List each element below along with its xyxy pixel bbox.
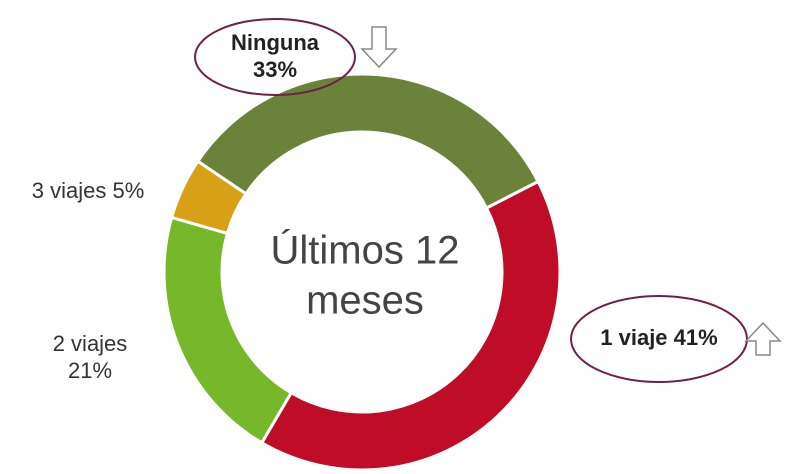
value-label: 21% [68, 358, 112, 383]
value-label: 33% [253, 57, 297, 82]
segment-label: 3 viajes 5% [32, 178, 145, 203]
donut-segment [259, 179, 562, 472]
category-label: 3 viajes [32, 178, 107, 203]
segment-label: 1 viaje 41% [600, 325, 717, 350]
center-label: Últimos 12 [271, 228, 460, 273]
down-arrow [360, 26, 398, 69]
donut-segment [195, 72, 541, 211]
highlight-ring [194, 18, 356, 96]
up-arrow [744, 321, 782, 356]
center-label: meses [306, 279, 424, 323]
value-label: 41% [674, 325, 718, 350]
value-label: 5% [112, 178, 144, 203]
category-label: 1 viaje [600, 325, 667, 350]
category-label: Ninguna [231, 30, 320, 55]
category-label: 2 viajes [53, 331, 128, 356]
